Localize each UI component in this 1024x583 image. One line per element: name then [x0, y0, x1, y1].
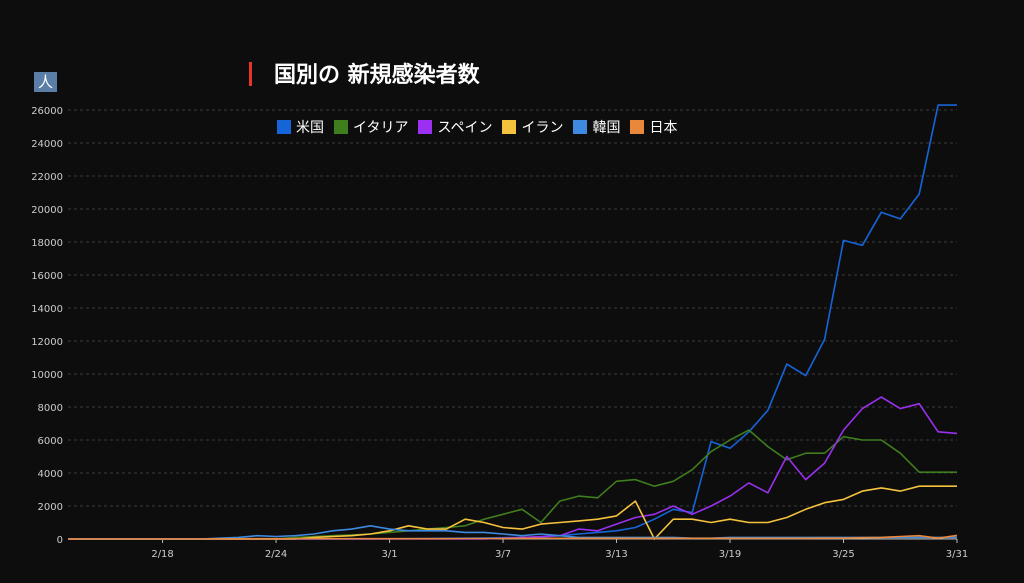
title-accent-bar	[249, 62, 252, 86]
y-tick-label: 24000	[31, 139, 63, 150]
y-tick-label: 0	[57, 535, 63, 546]
legend-item[interactable]: イラン	[502, 117, 563, 137]
series-line-米国	[68, 104, 957, 540]
series-layer	[68, 104, 958, 540]
y-tick-label: 4000	[38, 469, 63, 480]
y-tick-label: 14000	[31, 304, 63, 315]
series-line-スペイン	[68, 396, 958, 540]
y-tick-label: 12000	[31, 337, 63, 348]
y-tick-label: 16000	[31, 271, 63, 282]
series-line-イタリア	[68, 429, 957, 540]
y-tick-label: 2000	[38, 502, 63, 513]
y-tick-label: 6000	[38, 436, 63, 447]
chart-title: 国別の 新規感染者数	[274, 63, 480, 88]
y-tick-label: 22000	[31, 172, 63, 183]
legend-swatch	[277, 120, 291, 134]
y-tick-label: 20000	[31, 205, 63, 216]
legend-label: イラン	[521, 120, 564, 136]
legend-swatch	[630, 120, 645, 134]
legend-label: 米国	[296, 120, 324, 136]
x-tick-label: 2/24	[265, 549, 287, 560]
legend-label: スペイン	[437, 120, 493, 136]
legend: 米国 イタリア スペイン イラン 韓国 日本	[277, 117, 677, 137]
legend-label: 韓国	[592, 120, 621, 136]
grid-layer	[68, 109, 957, 540]
legend-swatch	[502, 120, 517, 134]
x-tick-label: 3/25	[832, 549, 854, 560]
legend-item[interactable]: 日本	[630, 117, 677, 137]
x-tick-label: 2/18	[151, 549, 173, 560]
y-tick-label: 8000	[38, 403, 63, 414]
y-tick-label: 26000	[31, 106, 63, 117]
y-tick-label: 10000	[31, 370, 63, 381]
x-tick-label: 3/19	[719, 549, 741, 560]
legend-label: 日本	[649, 120, 678, 136]
legend-swatch	[573, 120, 588, 134]
y-tick-label: 18000	[31, 238, 63, 249]
x-tick-label: 3/1	[382, 549, 398, 560]
legend-swatch	[418, 120, 433, 134]
legend-item[interactable]: スペイン	[418, 117, 492, 137]
series-line-日本	[68, 534, 958, 540]
legend-item[interactable]: 韓国	[573, 117, 620, 137]
legend-item[interactable]: 米国	[277, 117, 324, 137]
x-tick-label: 3/13	[605, 549, 627, 560]
x-tick-label: 3/7	[495, 549, 511, 560]
legend-swatch	[334, 120, 348, 134]
y-axis-unit-label: 人	[34, 72, 58, 92]
axis-layer: 0 2000 4000 6000 8000 10000 12000 14000 16000 180…	[31, 106, 968, 560]
x-tick-label: 3/31	[946, 549, 968, 560]
legend-item[interactable]: イタリア	[334, 117, 408, 137]
legend-label: イタリア	[353, 120, 409, 136]
